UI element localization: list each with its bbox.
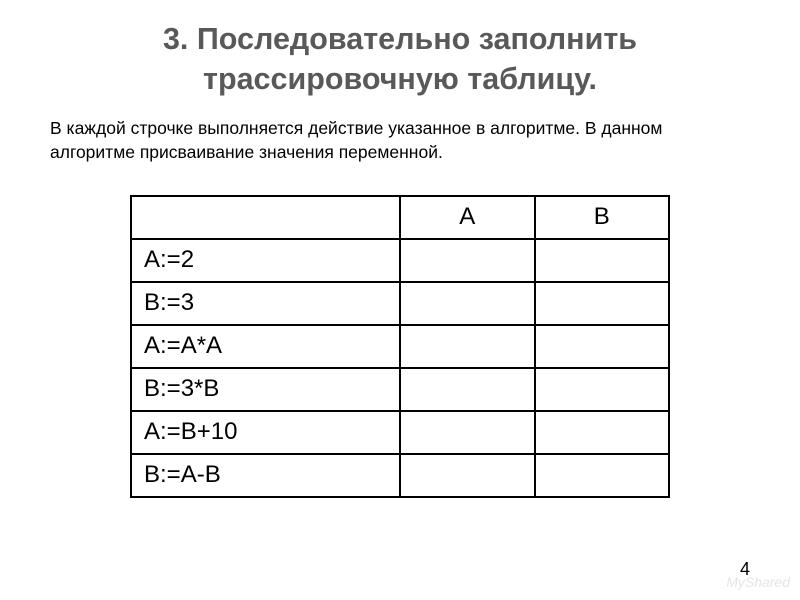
cell-action: В:=А-В [131, 454, 400, 497]
cell-b [535, 282, 670, 325]
header-col-a: А [400, 196, 535, 239]
cell-b [535, 454, 670, 497]
cell-a [400, 454, 535, 497]
cell-action: В:=3 [131, 282, 400, 325]
table-row: В:=3 [131, 282, 669, 325]
header-action [131, 196, 400, 239]
table-row: А:=А*А [131, 325, 669, 368]
cell-action: В:=3*В [131, 368, 400, 411]
table-row: В:=3*В [131, 368, 669, 411]
cell-a [400, 368, 535, 411]
watermark: MyShared [726, 574, 790, 590]
header-col-b: В [535, 196, 670, 239]
trace-table: А В А:=2 В:=3 А:=А*А В:=3*В А:=В+10 [130, 195, 670, 498]
cell-a [400, 325, 535, 368]
slide-title: 3. Последовательно заполнить трассировоч… [50, 20, 750, 99]
trace-table-container: А В А:=2 В:=3 А:=А*А В:=3*В А:=В+10 [130, 195, 670, 498]
cell-action: А:=2 [131, 239, 400, 282]
table-row: А:=В+10 [131, 411, 669, 454]
cell-b [535, 368, 670, 411]
table-row: В:=А-В [131, 454, 669, 497]
cell-a [400, 282, 535, 325]
cell-b [535, 325, 670, 368]
cell-a [400, 239, 535, 282]
table-row: А:=2 [131, 239, 669, 282]
cell-b [535, 239, 670, 282]
cell-a [400, 411, 535, 454]
cell-action: А:=А*А [131, 325, 400, 368]
slide-description: В каждой строчке выполняется действие ук… [50, 117, 750, 164]
cell-b [535, 411, 670, 454]
cell-action: А:=В+10 [131, 411, 400, 454]
table-header-row: А В [131, 196, 669, 239]
